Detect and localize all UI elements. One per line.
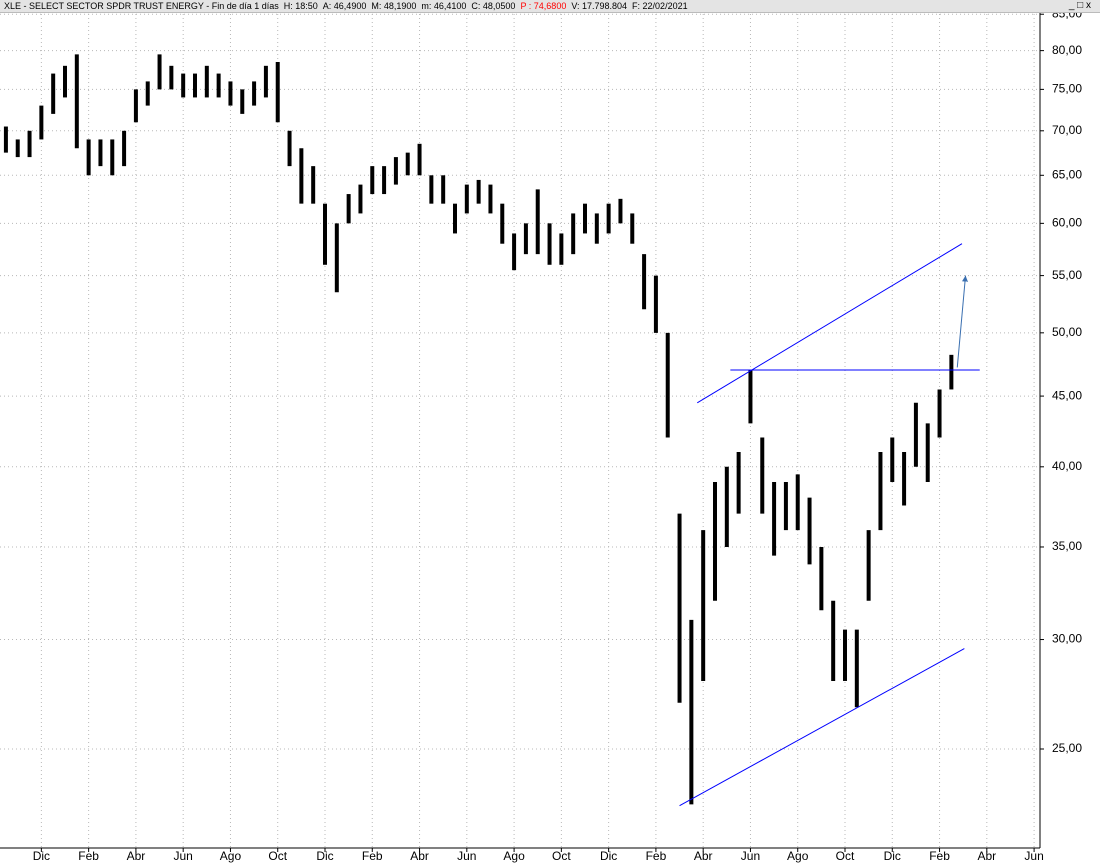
x-tick-label: Ago	[220, 849, 242, 863]
trend-line	[697, 243, 963, 404]
x-tick-label: Jun	[174, 849, 193, 863]
x-tick-label: Feb	[78, 849, 99, 863]
window-controls[interactable]: _ □ x	[1068, 0, 1091, 11]
x-tick-label: Dic	[316, 849, 333, 863]
x-tick-label: Abr	[694, 849, 713, 863]
x-tick-label: Abr	[977, 849, 996, 863]
x-tick-label: Jun	[457, 849, 476, 863]
x-tick-label: Dic	[884, 849, 901, 863]
x-tick-label: Abr	[127, 849, 146, 863]
x-tick-label: Dic	[33, 849, 50, 863]
arrow	[956, 275, 968, 368]
x-tick-label: Oct	[268, 849, 287, 863]
x-tick-label: Feb	[646, 849, 667, 863]
header-field: P : 74,6800	[520, 1, 567, 11]
header-field: F: 22/02/2021	[632, 1, 688, 11]
y-tick-label: 75,00	[1052, 82, 1082, 96]
x-tick-label: Ago	[503, 849, 525, 863]
x-tick-label: Oct	[836, 849, 855, 863]
x-tick-label: Dic	[600, 849, 617, 863]
x-tick-label: Jun	[741, 849, 760, 863]
x-tick-label: Feb	[929, 849, 950, 863]
y-tick-label: 55,00	[1052, 268, 1082, 282]
x-tick-label: Abr	[410, 849, 429, 863]
header-field: V: 17.798.804	[571, 1, 628, 11]
header-field: C: 48,0500	[471, 1, 516, 11]
x-tick-label: Oct	[552, 849, 571, 863]
header-bar: XLE - SELECT SECTOR SPDR TRUST ENERGY - …	[0, 0, 1100, 13]
y-tick-label: 60,00	[1052, 216, 1082, 230]
y-tick-label: 80,00	[1052, 43, 1082, 57]
y-tick-label: 25,00	[1052, 741, 1082, 755]
y-tick-label: 30,00	[1052, 632, 1082, 646]
y-tick-label: 70,00	[1052, 123, 1082, 137]
header-field: H: 18:50	[283, 1, 318, 11]
header-field: m: 46,4100	[421, 1, 467, 11]
header-field: A: 46,4900	[322, 1, 367, 11]
y-tick-label: 35,00	[1052, 539, 1082, 553]
header-title: XLE - SELECT SECTOR SPDR TRUST ENERGY - …	[4, 1, 279, 11]
header-field: M: 48,1900	[371, 1, 417, 11]
x-tick-label: Ago	[787, 849, 809, 863]
trend-line	[679, 648, 965, 807]
y-tick-label: 45,00	[1052, 388, 1082, 402]
x-tick-label: Jun	[1024, 849, 1043, 863]
y-tick-label: 50,00	[1052, 325, 1082, 339]
x-tick-label: Feb	[362, 849, 383, 863]
header-fields: H: 18:50 A: 46,4900 M: 48,1900 m: 46,4100 C:…	[284, 1, 693, 11]
y-tick-label: 65,00	[1052, 167, 1082, 181]
y-tick-label: 40,00	[1052, 459, 1082, 473]
